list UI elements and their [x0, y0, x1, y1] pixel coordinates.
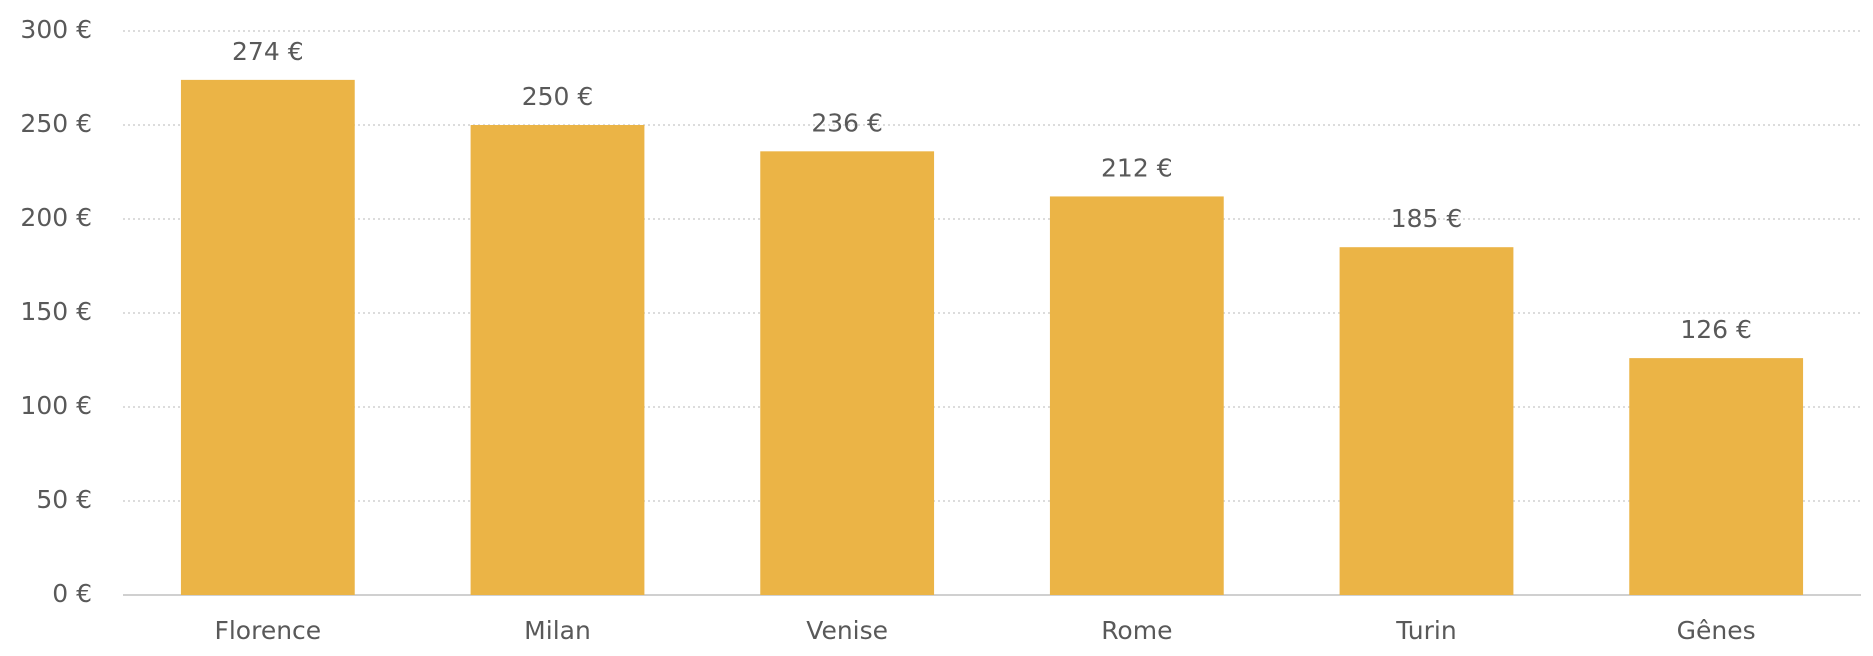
data-label: 185 € [1391, 204, 1463, 233]
data-label: 236 € [811, 108, 883, 137]
bar [1339, 247, 1514, 595]
y-tick-label: 250 € [20, 109, 92, 138]
x-tick-label: Venise [806, 616, 888, 645]
x-tick-label: Rome [1101, 616, 1172, 645]
bar [760, 151, 935, 595]
y-tick-label: 200 € [20, 203, 92, 232]
x-tick-label: Gênes [1677, 616, 1756, 645]
data-label: 212 € [1101, 153, 1173, 182]
bar [470, 125, 645, 595]
y-tick-label: 50 € [36, 485, 92, 514]
data-label: 250 € [522, 82, 594, 111]
x-tick-label: Turin [1395, 616, 1456, 645]
y-tick-label: 150 € [20, 297, 92, 326]
data-label: 274 € [232, 37, 304, 66]
y-tick-label: 300 € [20, 15, 92, 44]
x-tick-label: Florence [214, 616, 321, 645]
y-tick-label: 100 € [20, 391, 92, 420]
bar [180, 79, 355, 595]
data-label: 126 € [1680, 315, 1752, 344]
bar [1629, 358, 1804, 595]
bar [1049, 196, 1224, 595]
x-tick-label: Milan [524, 616, 591, 645]
y-tick-label: 0 € [52, 579, 92, 608]
